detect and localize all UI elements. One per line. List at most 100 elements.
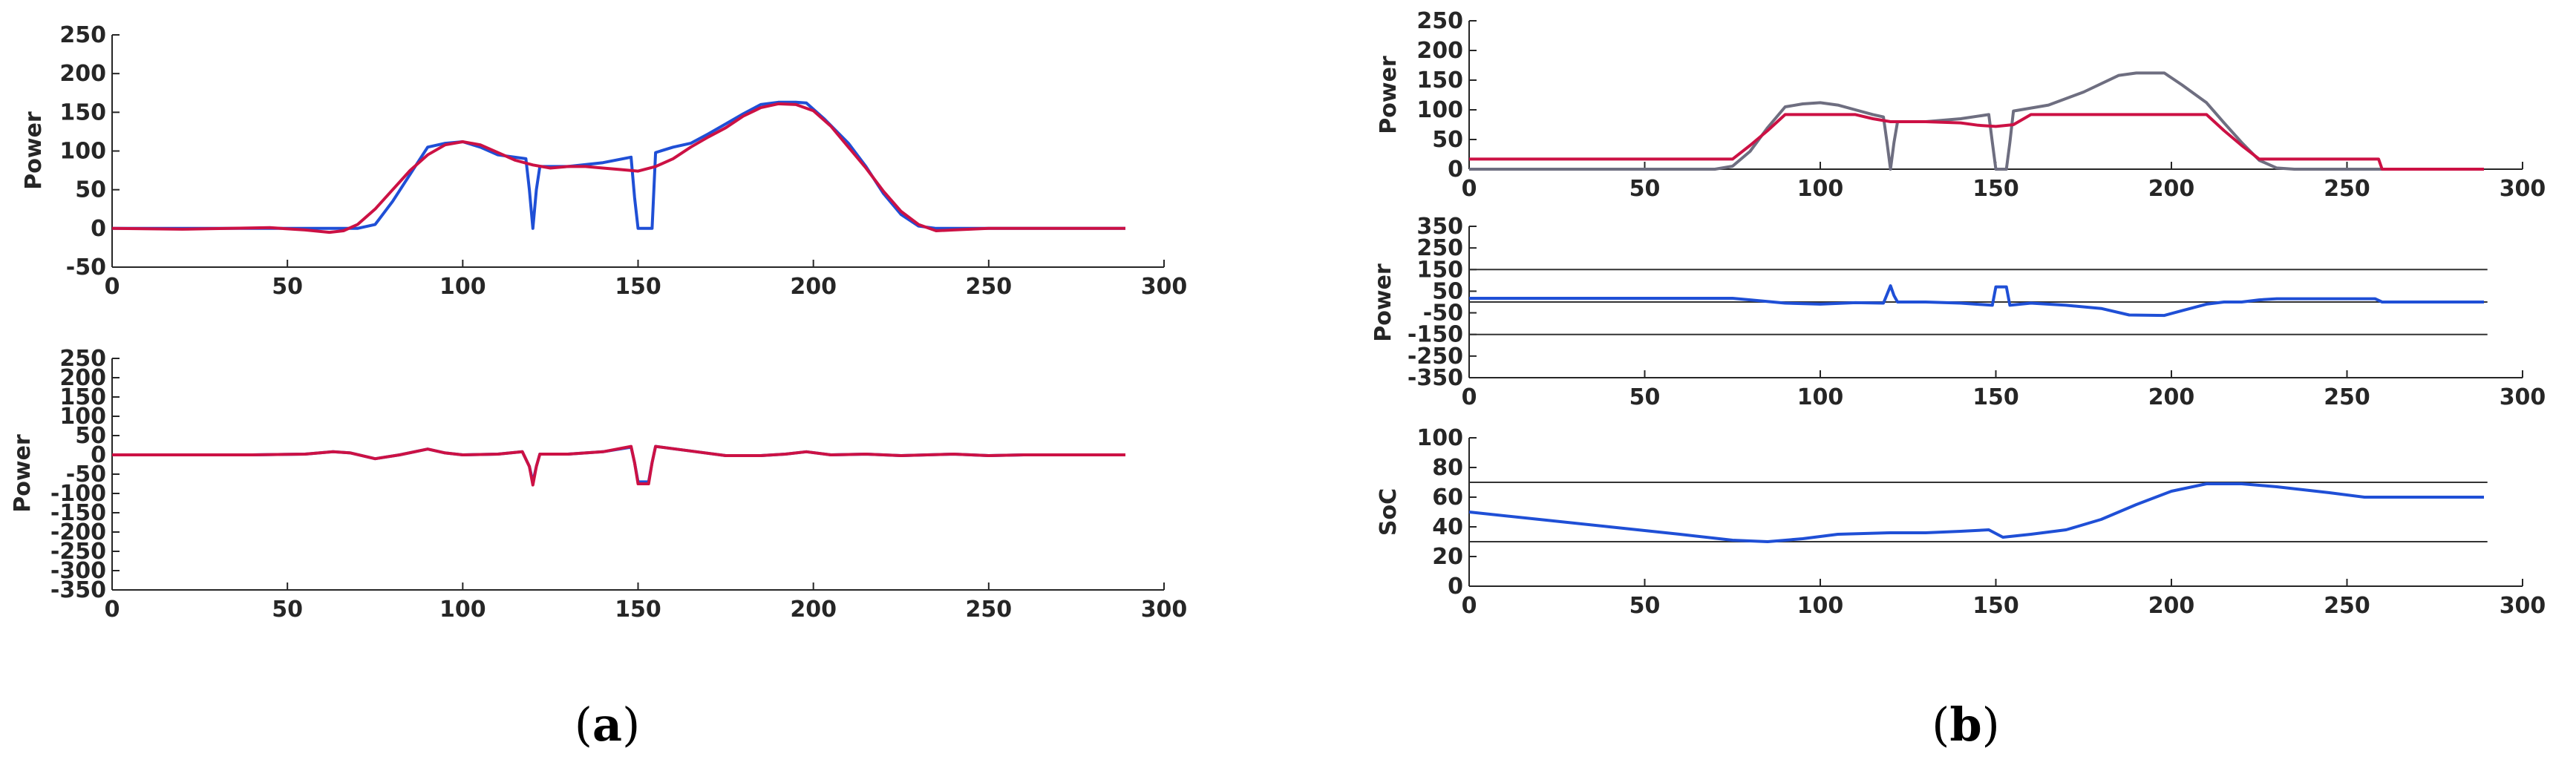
series-line-1 [1469, 71, 2484, 171]
chart-b-top: 0 50 100 150 200 250 300 0 50 100 150 200 250 Power [1376, 8, 2546, 202]
y-tick-label: 60 [1432, 485, 1463, 511]
x-tick-label: 100 [439, 274, 486, 300]
y-tick-label: -250 [1408, 344, 1463, 370]
series-line-2 [111, 102, 1125, 234]
chart-b-middle: 0 50 100 150 200 250 300-350-250-150-505015025… [1370, 214, 2546, 410]
x-tick-label: 50 [272, 597, 303, 623]
y-tick-label: 100 [1416, 425, 1463, 451]
x-tick-label: 250 [966, 274, 1013, 300]
svg-text:(b): (b) [1932, 698, 2000, 752]
caption-b-letter: b [1949, 698, 1981, 752]
x-tick-label: 150 [615, 274, 661, 300]
x-tick-label: 0 [1462, 593, 1477, 619]
y-tick-label: -50 [66, 462, 106, 488]
y-tick-label: -100 [50, 481, 106, 507]
y-tick-label: 150 [59, 384, 106, 410]
y-axis-label: Power [10, 434, 36, 513]
y-tick-label: 200 [1416, 38, 1463, 64]
y-tick-label: -350 [50, 577, 106, 603]
y-tick-label: -50 [1423, 301, 1463, 326]
x-tick-label: 100 [1797, 176, 1844, 202]
series-line-2 [1469, 113, 2484, 171]
x-tick-label: 300 [2500, 384, 2546, 410]
x-tick-label: 200 [790, 597, 837, 623]
y-tick-label: 0 [91, 216, 106, 242]
chart-a-top: 0 50 100 150 200 250 300-50050100150200250Powe… [21, 22, 1187, 300]
y-tick-label: 250 [59, 22, 106, 48]
x-tick-label: 50 [1629, 593, 1661, 619]
y-tick-label: -250 [50, 539, 106, 565]
y-tick-label: 250 [1416, 235, 1463, 261]
y-axis-label: Power [21, 111, 47, 190]
x-tick-label: 0 [1462, 176, 1477, 202]
y-tick-label: 50 [1432, 127, 1463, 153]
y-tick-label: 20 [1432, 544, 1463, 570]
y-tick-label: 50 [1432, 278, 1463, 304]
x-tick-label: 100 [439, 597, 486, 623]
y-tick-label: 100 [59, 404, 106, 430]
chart-a-bottom: 0 50 100 150 200 250 300-350-300-250-200-150-1… [10, 346, 1187, 623]
y-tick-label: 40 [1432, 514, 1463, 540]
x-tick-label: 0 [105, 597, 120, 623]
y-tick-label: -300 [50, 558, 106, 584]
y-tick-label: 250 [1416, 8, 1463, 34]
y-tick-label: -150 [50, 500, 106, 526]
y-tick-label: 50 [75, 177, 106, 203]
x-tick-label: 0 [105, 274, 120, 300]
x-tick-label: 300 [2500, 176, 2546, 202]
x-tick-label: 0 [1462, 384, 1477, 410]
y-tick-label: 200 [59, 61, 106, 87]
x-tick-label: 200 [790, 274, 837, 300]
series-line-1 [112, 100, 1125, 230]
y-tick-label: 0 [1448, 574, 1463, 600]
x-tick-label: 150 [1972, 593, 2019, 619]
y-tick-label: 150 [1416, 68, 1463, 93]
y-tick-label: 0 [91, 442, 106, 468]
y-tick-label: 80 [1432, 455, 1463, 481]
y-tick-label: -150 [1408, 322, 1463, 348]
series-line-1 [1469, 284, 2484, 318]
x-tick-label: 100 [1797, 384, 1844, 410]
x-tick-label: 250 [2324, 593, 2370, 619]
y-tick-label: -50 [66, 255, 106, 280]
y-tick-label: 150 [1416, 257, 1463, 283]
y-tick-label: 0 [1448, 157, 1463, 183]
x-tick-label: 250 [2324, 384, 2370, 410]
x-tick-label: 300 [2500, 593, 2546, 619]
y-axis-label: Power [1370, 263, 1396, 342]
x-tick-label: 50 [1629, 176, 1661, 202]
x-tick-label: 300 [1141, 597, 1188, 623]
svg-text:(a): (a) [575, 698, 641, 752]
y-tick-label: 200 [59, 365, 106, 391]
x-tick-label: 100 [1797, 593, 1844, 619]
y-tick-label: 50 [75, 423, 106, 449]
x-tick-label: 300 [1141, 274, 1188, 300]
caption-b: (b) [1932, 698, 2000, 752]
x-tick-label: 200 [2148, 593, 2195, 619]
caption-a-letter: a [592, 698, 622, 752]
y-axis-label: SoC [1376, 488, 1402, 536]
x-tick-label: 50 [272, 274, 303, 300]
x-tick-label: 50 [1629, 384, 1661, 410]
series-line-1 [112, 444, 1125, 484]
y-tick-label: 150 [59, 99, 106, 125]
chart-panels: 0 50 100 150 200 250 300-50050100150200250Powe… [10, 8, 2546, 623]
chart-b-bottom: 0 50 100 150 200 250 300 0 20 40 60 80 100 SoC [1376, 425, 2546, 619]
x-tick-label: 200 [2148, 384, 2195, 410]
y-tick-label: 100 [59, 139, 106, 165]
y-tick-label: 250 [59, 346, 106, 372]
y-tick-label: -350 [1408, 365, 1463, 391]
x-tick-label: 250 [966, 597, 1013, 623]
caption-a: (a) [575, 698, 641, 752]
y-tick-label: 350 [1416, 214, 1463, 240]
series-line-2 [112, 444, 1125, 487]
y-axis-label: Power [1376, 56, 1402, 134]
series-line-1 [1468, 482, 2484, 543]
x-tick-label: 150 [1972, 384, 2019, 410]
x-tick-label: 150 [1972, 176, 2019, 202]
x-tick-label: 250 [2324, 176, 2370, 202]
y-tick-label: -200 [50, 519, 106, 545]
y-tick-label: 100 [1416, 97, 1463, 123]
x-tick-label: 200 [2148, 176, 2195, 202]
